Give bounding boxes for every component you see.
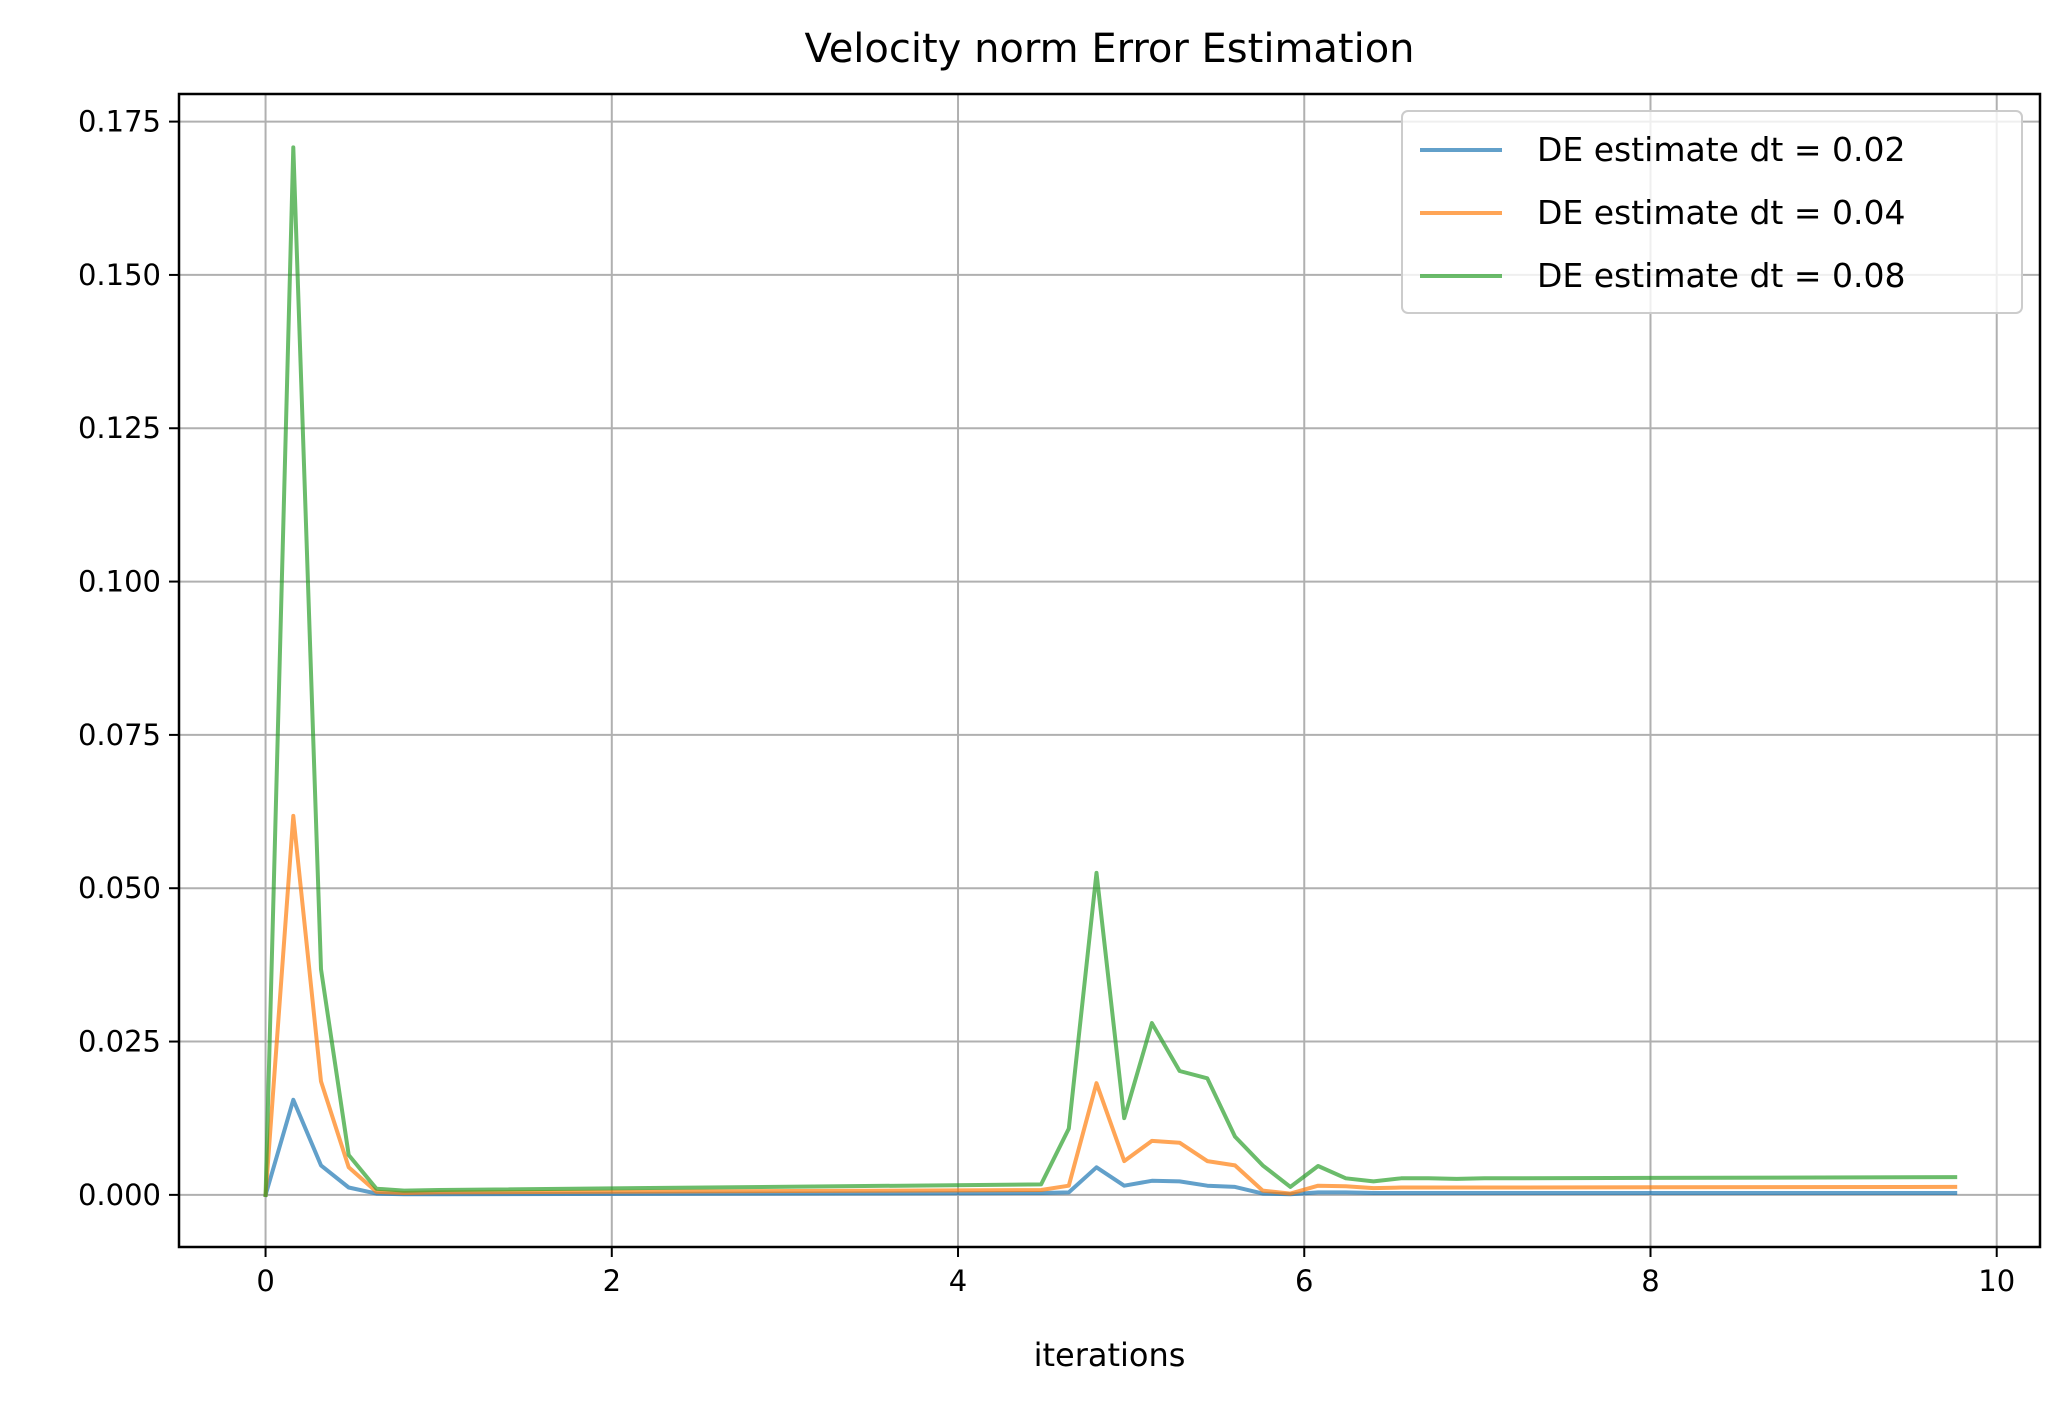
y-tick-label: 0.150 (78, 258, 161, 292)
legend-box (1401, 110, 2023, 314)
legend-label-0: DE estimate dt = 0.02 (1537, 130, 1905, 169)
x-tick-label: 4 (949, 1264, 967, 1298)
x-tick-label: 10 (1978, 1264, 2015, 1298)
series-lines (263, 145, 1958, 1198)
y-tick-label: 0.075 (78, 718, 161, 752)
y-tick-label: 0.175 (78, 105, 161, 139)
y-tick-label: 0.025 (78, 1025, 161, 1059)
y-tick-label: 0.125 (78, 411, 161, 445)
x-tick-label: 8 (1641, 1264, 1659, 1298)
x-axis-title: iterations (1034, 1336, 1186, 1374)
y-tick-label: 0.100 (78, 565, 161, 599)
series-line-2 (263, 145, 1958, 1197)
x-tick-label: 0 (256, 1264, 274, 1298)
series-line-1 (263, 813, 1958, 1198)
y-tick-label: 0.000 (78, 1178, 161, 1212)
legend: DE estimate dt = 0.02 DE estimate dt = 0.… (1401, 110, 2023, 314)
legend-label-1: DE estimate dt = 0.04 (1537, 193, 1905, 232)
y-tick-label: 0.050 (78, 871, 161, 905)
plot-frame (177, 92, 2042, 1249)
grid (179, 94, 2040, 1247)
x-tick-label: 2 (603, 1264, 621, 1298)
legend-label-2: DE estimate dt = 0.08 (1537, 256, 1905, 295)
axis-ticks: 0 2 4 6 8 10 0.000 0.025 0.050 0.075 0.100 0.125 0.1… (78, 105, 2015, 1298)
x-tick-label: 6 (1295, 1264, 1313, 1298)
chart-title: Velocity norm Error Estimation (804, 26, 1414, 72)
